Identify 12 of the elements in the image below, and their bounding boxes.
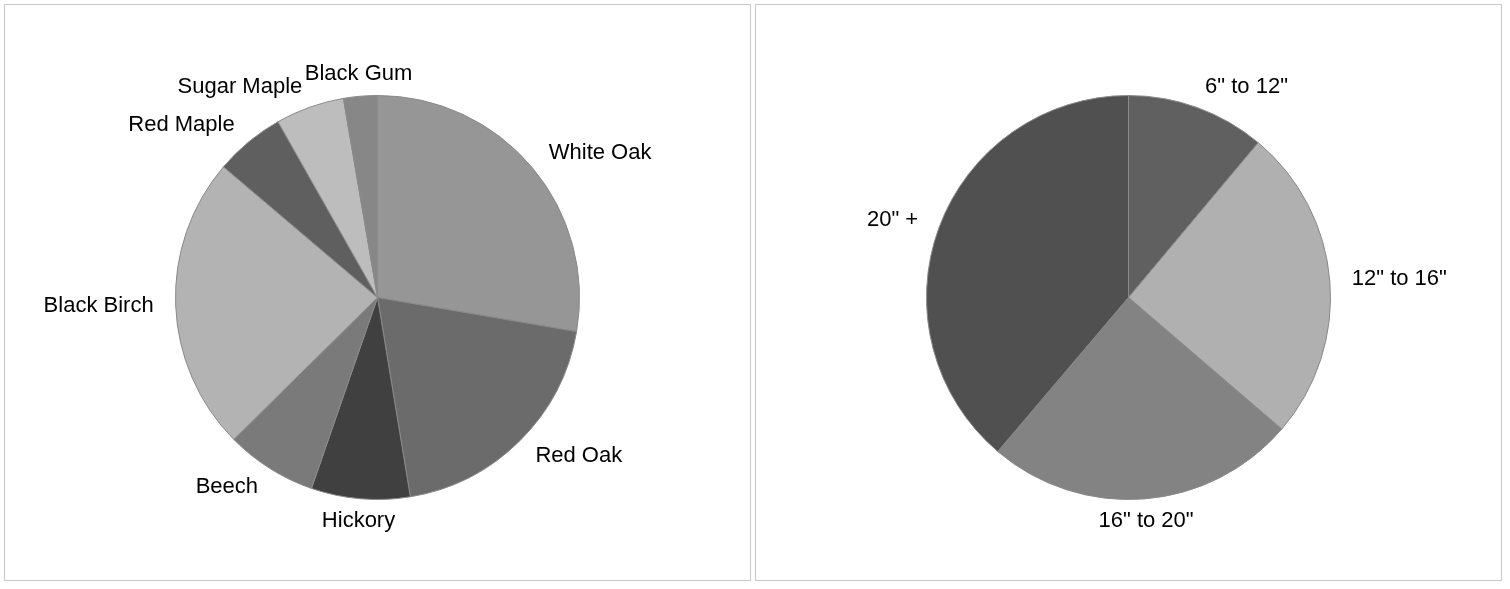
slice-label: Beech xyxy=(195,473,259,499)
slice-label: Hickory xyxy=(321,506,396,532)
slice-label: Black Gum xyxy=(304,60,413,86)
slice-label: Red Maple xyxy=(128,110,235,136)
slice-label: Black Birch xyxy=(43,292,154,318)
slice-label: 20" + xyxy=(866,206,919,232)
slice-label: 16" to 20" xyxy=(1098,506,1194,532)
slice-label: 12" to 16" xyxy=(1351,265,1447,291)
slice-label: Sugar Maple xyxy=(177,72,303,98)
slice-label: Red Oak xyxy=(535,442,624,468)
slice-label: 6" to 12" xyxy=(1205,73,1288,99)
slice-label: White Oak xyxy=(548,139,653,165)
